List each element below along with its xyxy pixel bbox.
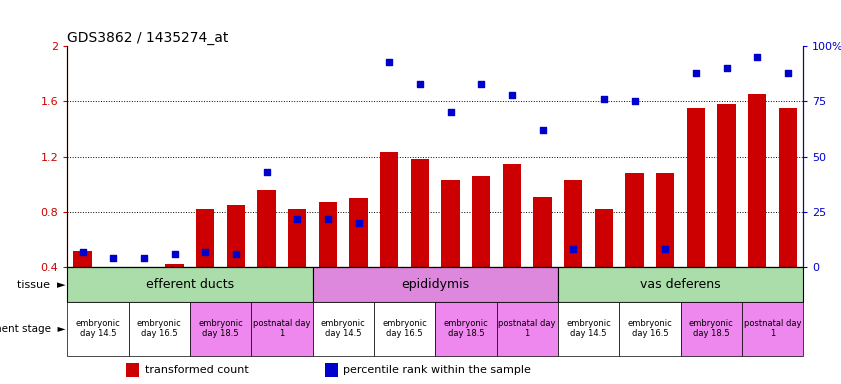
Bar	[748, 94, 766, 267]
Text: GDS3862 / 1435274_at: GDS3862 / 1435274_at	[67, 31, 229, 45]
Point	[321, 215, 335, 222]
Point	[198, 248, 212, 255]
Bar	[564, 180, 582, 267]
Text: postnatal day
1: postnatal day 1	[253, 319, 310, 338]
Point	[781, 70, 795, 76]
Point	[444, 109, 458, 116]
Bar	[319, 202, 337, 267]
Point	[107, 255, 120, 262]
Bar	[558, 302, 619, 356]
Bar	[410, 159, 429, 267]
Point	[689, 70, 702, 76]
Point	[474, 81, 488, 87]
Point	[597, 96, 611, 102]
Bar	[190, 302, 251, 356]
Point	[659, 247, 672, 253]
Text: development stage  ►: development stage ►	[0, 324, 66, 334]
Point	[230, 251, 243, 257]
Text: transformed count: transformed count	[145, 365, 248, 375]
Text: percentile rank within the sample: percentile rank within the sample	[343, 365, 532, 375]
Text: postnatal day
1: postnatal day 1	[743, 319, 801, 338]
Bar	[680, 302, 742, 356]
Bar	[67, 267, 313, 302]
Bar	[313, 302, 374, 356]
Bar	[135, 267, 153, 270]
Bar	[656, 173, 674, 267]
Bar	[129, 302, 190, 356]
Point	[260, 169, 273, 175]
Bar	[779, 108, 797, 267]
Bar	[380, 152, 399, 267]
Bar	[626, 173, 643, 267]
Bar	[313, 267, 558, 302]
Bar	[257, 190, 276, 267]
Bar	[227, 205, 245, 267]
Bar	[325, 362, 338, 377]
Point	[505, 92, 519, 98]
Text: embryonic
day 16.5: embryonic day 16.5	[382, 319, 427, 338]
Bar	[496, 302, 558, 356]
Point	[627, 98, 641, 104]
Point	[383, 58, 396, 65]
Bar	[436, 302, 496, 356]
Point	[168, 251, 182, 257]
Text: vas deferens: vas deferens	[640, 278, 721, 291]
Point	[536, 127, 549, 133]
Text: embryonic
day 14.5: embryonic day 14.5	[566, 319, 611, 338]
Bar	[73, 251, 92, 267]
Text: efferent ducts: efferent ducts	[145, 278, 234, 291]
Bar	[595, 209, 613, 267]
Bar	[717, 104, 736, 267]
Point	[290, 215, 304, 222]
Bar	[533, 197, 552, 267]
Text: embryonic
day 16.5: embryonic day 16.5	[627, 319, 672, 338]
Point	[352, 220, 365, 226]
Text: embryonic
day 14.5: embryonic day 14.5	[321, 319, 366, 338]
Bar	[67, 302, 129, 356]
Bar	[472, 176, 490, 267]
Point	[137, 255, 151, 262]
Bar	[742, 302, 803, 356]
Bar	[251, 302, 313, 356]
Point	[720, 65, 733, 71]
Text: embryonic
day 18.5: embryonic day 18.5	[198, 319, 243, 338]
Bar	[558, 267, 803, 302]
Bar	[503, 164, 521, 267]
Bar	[686, 108, 705, 267]
Point	[76, 248, 89, 255]
Point	[750, 54, 764, 60]
Bar	[166, 265, 184, 267]
Text: tissue  ►: tissue ►	[18, 280, 66, 290]
Text: embryonic
day 16.5: embryonic day 16.5	[137, 319, 182, 338]
Bar	[349, 198, 368, 267]
Text: embryonic
day 14.5: embryonic day 14.5	[76, 319, 120, 338]
Bar	[126, 362, 140, 377]
Text: epididymis: epididymis	[401, 278, 469, 291]
Bar	[442, 180, 460, 267]
Text: embryonic
day 18.5: embryonic day 18.5	[443, 319, 489, 338]
Bar	[619, 302, 680, 356]
Bar	[374, 302, 436, 356]
Point	[567, 247, 580, 253]
Point	[413, 81, 426, 87]
Bar	[288, 209, 306, 267]
Bar	[104, 267, 123, 270]
Text: embryonic
day 18.5: embryonic day 18.5	[689, 319, 733, 338]
Bar	[196, 209, 214, 267]
Text: postnatal day
1: postnatal day 1	[499, 319, 556, 338]
